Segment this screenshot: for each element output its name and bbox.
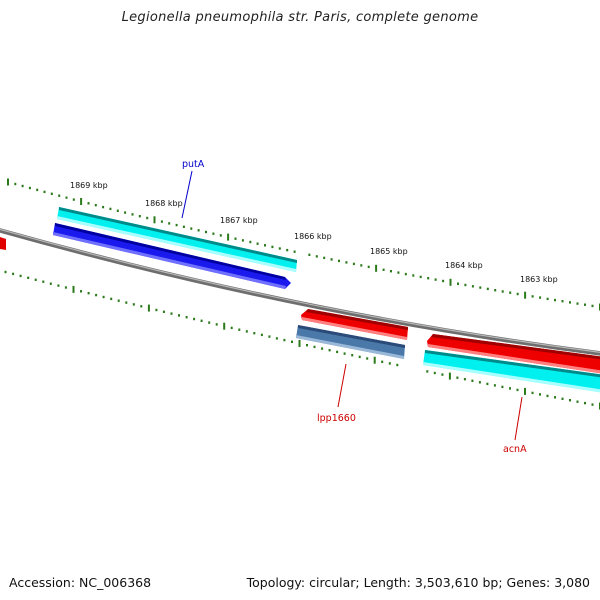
acnA-label: acnA bbox=[503, 444, 527, 455]
lpp1660-label: lpp1660 bbox=[317, 413, 356, 424]
genome-backbone bbox=[0, 228, 600, 356]
topology-summary: Topology: circular; Length: 3,503,610 bp… bbox=[246, 575, 590, 590]
putA-leader-line bbox=[181, 170, 193, 219]
acnA-gene-feature[interactable] bbox=[423, 350, 600, 393]
accession-label: Accession: NC_006368 bbox=[9, 575, 152, 590]
scale-label: 1863 kbp bbox=[520, 275, 558, 284]
lpp1660-leader-line bbox=[337, 363, 347, 408]
outer-tick-track bbox=[7, 178, 600, 311]
lpp1660-cds-feature[interactable] bbox=[301, 309, 408, 340]
scale-label: 1865 kbp bbox=[370, 247, 408, 256]
inner-tick-track bbox=[4, 270, 600, 410]
genome-title: Legionella pneumophila str. Paris, compl… bbox=[121, 10, 479, 25]
scale-label: 1866 kbp bbox=[294, 232, 332, 241]
acnA-cds-feature[interactable] bbox=[427, 334, 600, 374]
scale-label: 1867 kbp bbox=[220, 216, 258, 225]
lpp1660-gene-feature[interactable] bbox=[296, 325, 405, 359]
scale-label: 1869 kbp bbox=[70, 181, 108, 190]
scale-label: 1868 kbp bbox=[145, 199, 183, 208]
putA-gene-feature[interactable] bbox=[53, 223, 291, 289]
putA-cds-feature[interactable] bbox=[57, 207, 297, 272]
reverse-cds-fragment[interactable] bbox=[0, 237, 6, 250]
putA-label: putA bbox=[182, 159, 205, 170]
acnA-leader-line bbox=[514, 396, 523, 441]
scale-label: 1864 kbp bbox=[445, 261, 483, 270]
